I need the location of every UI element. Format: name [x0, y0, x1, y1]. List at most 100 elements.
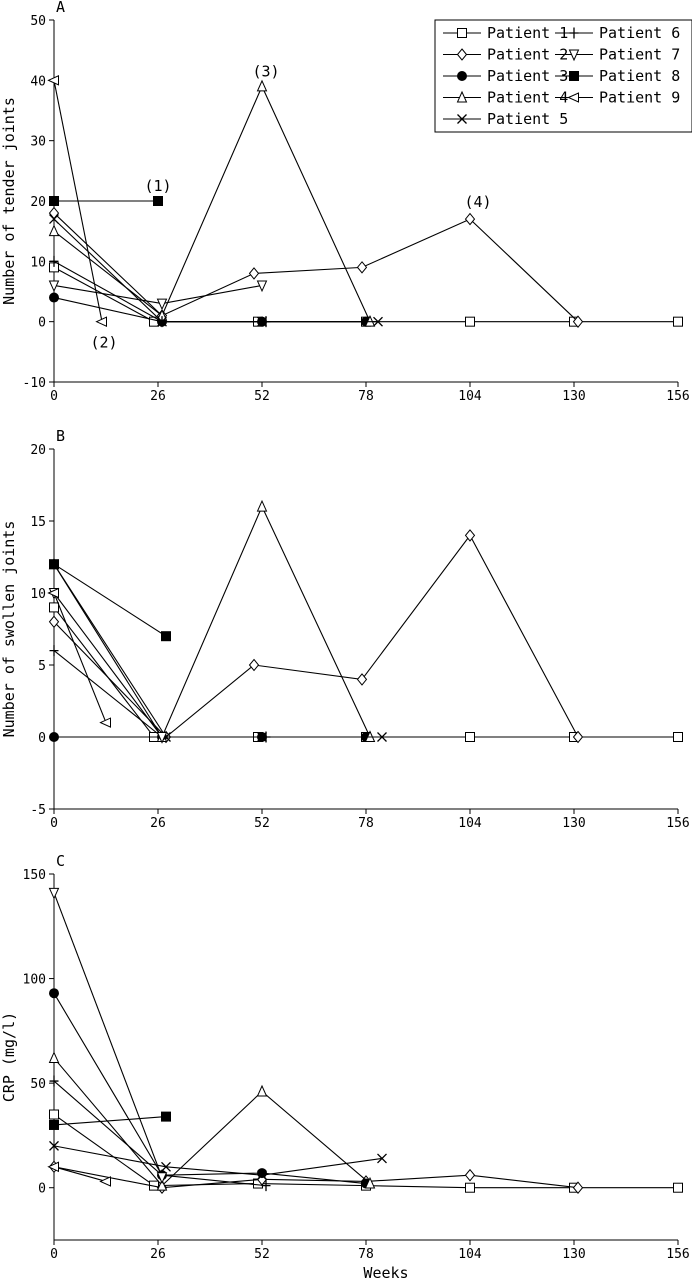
series-line: [53, 592, 163, 738]
legend-marker: [567, 92, 579, 103]
x-tick-label: 104: [458, 389, 482, 404]
x-tick-label: 0: [50, 816, 58, 831]
series-square-open: [49, 602, 683, 742]
series-line: [53, 1057, 371, 1187]
data-point: [49, 732, 59, 742]
series-triangle-up-open: [48, 79, 376, 327]
data-point: [48, 615, 60, 629]
data-point: [673, 316, 683, 327]
legend-label: Patient 5: [487, 110, 568, 128]
series-triangle-down-open: [48, 280, 268, 311]
data-point: [257, 1168, 267, 1179]
y-tick-label: 40: [30, 74, 46, 89]
data-point: [153, 196, 163, 206]
data-point: [377, 732, 387, 742]
x-tick-label: 130: [562, 1247, 585, 1262]
x-tick-label: 52: [254, 816, 270, 831]
data-point: [261, 1180, 271, 1192]
x-tick-label: 78: [358, 1247, 374, 1262]
data-point: [49, 196, 59, 206]
data-point: [49, 988, 59, 999]
y-axis-label: CRP (mg/l): [0, 1012, 18, 1102]
legend-entry: Patient 3: [443, 67, 568, 85]
series-line: [53, 85, 371, 322]
series-circle-filled: [49, 988, 371, 1189]
data-point: [261, 316, 271, 328]
data-point: [257, 1170, 267, 1181]
data-point: [156, 732, 168, 744]
data-point: [49, 645, 59, 657]
data-point: [465, 732, 475, 742]
series-line: [53, 992, 367, 1185]
data-point: [356, 673, 368, 686]
series-x: [49, 1140, 387, 1181]
annotation-label: (3): [252, 62, 279, 80]
data-point: [673, 1182, 683, 1193]
data-point: [572, 730, 584, 744]
data-point: [373, 316, 383, 327]
series-line: [53, 80, 103, 322]
data-point: [256, 79, 268, 92]
data-point: [161, 1111, 171, 1122]
data-point: [156, 1172, 168, 1184]
y-tick-label: 10: [30, 255, 46, 270]
annotation-label: (4): [464, 193, 491, 211]
data-point: [465, 316, 475, 327]
data-point: [49, 559, 59, 570]
y-tick-label: 0: [38, 316, 46, 331]
y-tick-label: 50: [30, 1077, 46, 1092]
data-point: [256, 499, 268, 512]
chart-panel-a: -10 0 10 20 30 40 50 0 26 52 78 104 130 156 A Number of…: [0, 0, 692, 404]
x-tick-label: 78: [358, 816, 374, 831]
y-tick-label: 0: [38, 731, 46, 746]
data-point: [47, 587, 59, 599]
series-line: [53, 1080, 267, 1187]
series-triangle-up-open: [48, 499, 376, 742]
y-tick-label: 150: [23, 868, 46, 883]
series-diamond-open: [48, 1160, 584, 1195]
y-tick-label: 15: [30, 515, 46, 530]
x-tick-label: 0: [50, 389, 58, 404]
data-point: [49, 292, 59, 303]
legend-entry: Patient 9: [555, 89, 680, 107]
series-triangle-left-open: [47, 1161, 111, 1187]
data-point: [248, 267, 260, 280]
data-point: [464, 529, 476, 542]
x-tick-label: 0: [50, 1247, 58, 1262]
data-point: [49, 1109, 59, 1120]
data-point: [49, 602, 59, 613]
data-point: [48, 1051, 60, 1064]
legend: Patient 1 Patient 2 Patient 3 Patient 4 Pati…: [434, 19, 692, 133]
series-square-filled: [49, 196, 163, 206]
data-point: [49, 255, 59, 267]
series-line: [53, 650, 266, 738]
series-line: [53, 892, 163, 1178]
y-tick-label: 10: [30, 587, 46, 602]
series-x: [49, 559, 387, 742]
legend-marker: [457, 28, 467, 38]
legend-label: Patient 3: [487, 67, 568, 85]
legend-label: Patient 2: [487, 46, 568, 64]
data-point: [364, 1176, 376, 1189]
y-tick-label: 20: [30, 195, 46, 210]
y-tick-label: 30: [30, 135, 46, 150]
legend-marker: [456, 90, 468, 103]
x-tick-label: 156: [666, 389, 689, 404]
chart-panel-b: -5 0 5 10 15 20 0 26 52 78 104 130 156 B Number of swo…: [0, 427, 690, 831]
series-line: [53, 1166, 579, 1189]
data-point: [377, 1153, 387, 1164]
legend-marker: [568, 49, 580, 62]
legend-entry: Patient 7: [555, 46, 680, 64]
series-line: [53, 1145, 383, 1176]
x-tick-label: 26: [150, 816, 166, 831]
chart-panel-c: 0 50 100 150 0 26 52 78 104 130 156 C CRP (mg/l) Week…: [0, 852, 690, 1280]
y-axis-label: Number of tender joints: [0, 97, 18, 305]
x-tick-label: 104: [458, 1247, 482, 1262]
x-tick-label: 130: [562, 816, 585, 831]
y-tick-label: -10: [23, 376, 46, 391]
legend-marker: [457, 71, 467, 81]
x-tick-label: 78: [358, 389, 374, 404]
data-point: [48, 887, 60, 900]
data-point: [161, 631, 171, 642]
series-triangle-left-open: [47, 75, 107, 327]
